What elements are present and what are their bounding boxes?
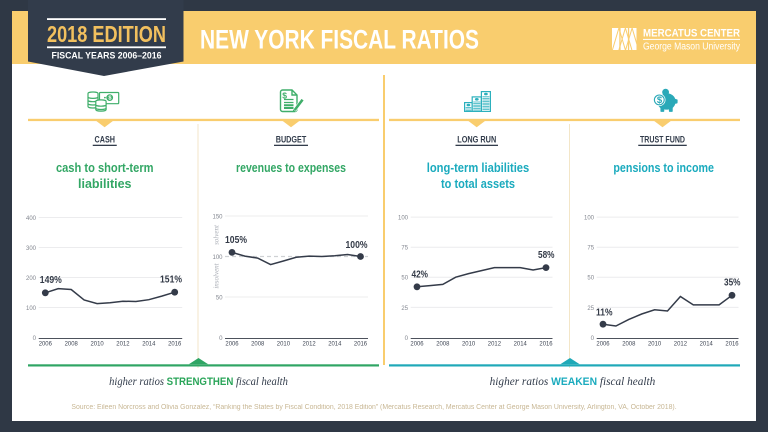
svg-text:58%: 58% bbox=[538, 249, 555, 261]
svg-text:pensions to income: pensions to income bbox=[613, 160, 714, 175]
svg-text:cash to short-term: cash to short-term bbox=[56, 160, 154, 175]
svg-text:2010: 2010 bbox=[277, 341, 290, 348]
svg-text:75: 75 bbox=[587, 245, 594, 252]
svg-text:liabilities: liabilities bbox=[78, 176, 132, 191]
svg-text:2014: 2014 bbox=[328, 341, 341, 348]
svg-text:TRUST FUND: TRUST FUND bbox=[640, 135, 685, 145]
svg-text:2006: 2006 bbox=[39, 341, 52, 348]
svg-text:2014: 2014 bbox=[514, 341, 527, 348]
svg-text:insolvent: insolvent bbox=[213, 262, 221, 288]
svg-text:25: 25 bbox=[401, 305, 408, 312]
svg-text:2012: 2012 bbox=[116, 341, 129, 348]
svg-text:100: 100 bbox=[213, 254, 223, 261]
svg-text:100: 100 bbox=[584, 215, 594, 222]
svg-text:2014: 2014 bbox=[700, 341, 713, 348]
svg-text:2008: 2008 bbox=[65, 341, 78, 348]
svg-text:0: 0 bbox=[591, 335, 595, 342]
svg-text:2016: 2016 bbox=[725, 341, 738, 348]
svg-text:105%: 105% bbox=[225, 234, 248, 246]
svg-text:2008: 2008 bbox=[622, 341, 635, 348]
svg-text:2012: 2012 bbox=[674, 341, 687, 348]
svg-text:2006: 2006 bbox=[225, 341, 238, 348]
svg-text:2018 EDITION: 2018 EDITION bbox=[47, 21, 166, 47]
svg-text:long-term liabilities: long-term liabilities bbox=[427, 160, 530, 175]
svg-text:100: 100 bbox=[398, 215, 408, 222]
svg-text:25: 25 bbox=[587, 305, 594, 312]
svg-text:BUDGET: BUDGET bbox=[276, 135, 307, 145]
svg-text:2010: 2010 bbox=[91, 341, 104, 348]
svg-text:0: 0 bbox=[405, 335, 409, 342]
svg-text:2006: 2006 bbox=[596, 341, 609, 348]
svg-text:50: 50 bbox=[587, 275, 594, 282]
svg-text:50: 50 bbox=[401, 275, 408, 282]
svg-text:400: 400 bbox=[26, 215, 36, 222]
svg-text:MERCATUS CENTER: MERCATUS CENTER bbox=[643, 28, 740, 40]
svg-text:151%: 151% bbox=[160, 274, 183, 286]
svg-text:0: 0 bbox=[33, 335, 37, 342]
svg-text:to total assets: to total assets bbox=[441, 176, 515, 191]
svg-text:NEW YORK FISCAL RATIOS: NEW YORK FISCAL RATIOS bbox=[200, 25, 479, 55]
svg-text:2010: 2010 bbox=[648, 341, 661, 348]
svg-text:0: 0 bbox=[219, 335, 223, 342]
svg-text:FISCAL YEARS 2006–2016: FISCAL YEARS 2006–2016 bbox=[52, 50, 162, 60]
svg-text:solvent: solvent bbox=[213, 224, 221, 245]
svg-text:George Mason University: George Mason University bbox=[643, 42, 740, 53]
svg-text:2010: 2010 bbox=[462, 341, 475, 348]
svg-text:LONG RUN: LONG RUN bbox=[457, 135, 496, 145]
svg-text:100: 100 bbox=[26, 305, 36, 312]
svg-text:2008: 2008 bbox=[436, 341, 449, 348]
svg-text:2014: 2014 bbox=[142, 341, 155, 348]
svg-text:42%: 42% bbox=[412, 268, 429, 280]
svg-text:revenues to expenses: revenues to expenses bbox=[236, 160, 346, 175]
svg-text:2016: 2016 bbox=[168, 341, 181, 348]
svg-text:2012: 2012 bbox=[303, 341, 316, 348]
svg-text:2012: 2012 bbox=[488, 341, 501, 348]
svg-text:$: $ bbox=[108, 96, 111, 102]
svg-text:300: 300 bbox=[26, 245, 36, 252]
svg-text:50: 50 bbox=[216, 294, 223, 301]
svg-text:CASH: CASH bbox=[95, 135, 116, 145]
svg-text:11%: 11% bbox=[596, 307, 613, 319]
svg-text:75: 75 bbox=[401, 245, 408, 252]
svg-text:$: $ bbox=[282, 91, 287, 101]
svg-text:150: 150 bbox=[213, 213, 223, 220]
svg-text:149%: 149% bbox=[40, 274, 63, 286]
svg-text:200: 200 bbox=[26, 275, 36, 282]
svg-text:2016: 2016 bbox=[354, 341, 367, 348]
svg-text:100%: 100% bbox=[346, 239, 369, 251]
svg-text:2006: 2006 bbox=[410, 341, 423, 348]
svg-text:$: $ bbox=[657, 95, 663, 106]
svg-text:35%: 35% bbox=[724, 277, 741, 289]
svg-text:2008: 2008 bbox=[251, 341, 264, 348]
svg-text:2016: 2016 bbox=[539, 341, 552, 348]
